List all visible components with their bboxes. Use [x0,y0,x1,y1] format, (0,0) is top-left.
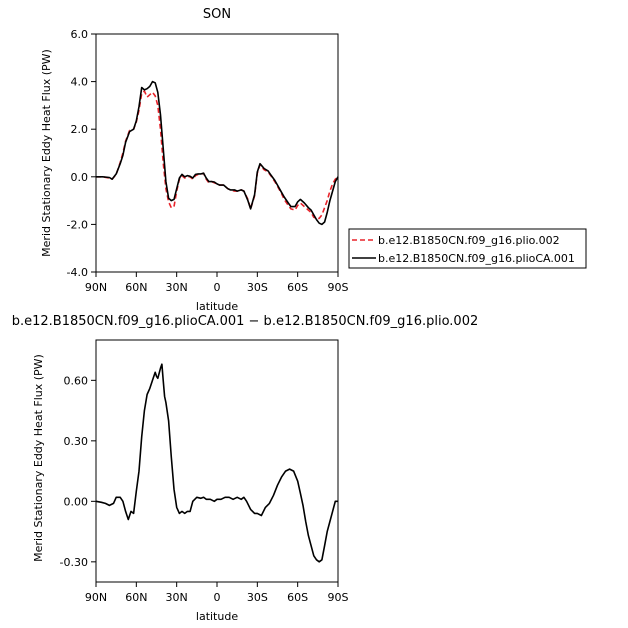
y-tick-label: 4.0 [71,76,89,89]
y-tick-label: -0.30 [60,556,88,569]
y-tick-label: 0.60 [64,374,89,387]
series-line-1 [96,90,339,220]
y-tick-label: 6.0 [71,28,89,41]
legend-label-plio: b.e12.B1850CN.f09_g16.plio.002 [378,234,560,247]
x-tick-label: 90N [85,281,107,294]
series-line-2 [96,80,339,226]
x-tick-label: 0 [214,591,221,604]
y-tick-label: -4.0 [67,266,88,279]
x-tick-label: 0 [214,281,221,294]
y-tick-label: 0.00 [64,495,89,508]
bottom-chart-title: b.e12.B1850CN.f09_g16.plioCA.001 − b.e12… [12,314,479,329]
x-tick-label: 90S [328,591,349,604]
y-tick-label: 2.0 [71,123,89,136]
x-tick-label: 60N [125,591,147,604]
y-tick-label: 0.30 [64,435,89,448]
top-chart: SON Merid Stationary Eddy Heat Flux (PW)… [40,7,349,313]
series-line-1 [95,363,338,563]
top-chart-xlabel: latitude [196,300,238,313]
bottom-chart: b.e12.B1850CN.f09_g16.plioCA.001 − b.e12… [12,314,479,623]
top-chart-ylabel: Merid Stationary Eddy Heat Flux (PW) [40,49,53,257]
top-plot-frame [95,33,339,273]
legend-box [348,228,587,269]
x-tick-label: 60N [125,281,147,294]
x-tick-label: 60S [287,591,308,604]
bottom-plot-frame [95,339,339,583]
x-tick-label: 90N [85,591,107,604]
bottom-chart-ylabel: Merid Stationary Eddy Heat Flux (PW) [32,354,45,562]
legend: b.e12.B1850CN.f09_g16.plio.002 b.e12.B18… [348,228,587,269]
legend-label-plioca: b.e12.B1850CN.f09_g16.plioCA.001 [378,252,575,265]
y-tick-label: 0.0 [71,171,89,184]
y-tick-label: -2.0 [67,218,88,231]
bottom-chart-xlabel: latitude [196,610,238,623]
top-chart-title: SON [203,7,231,22]
x-tick-label: 30N [166,591,188,604]
x-tick-label: 30S [247,281,268,294]
x-tick-label: 90S [328,281,349,294]
x-tick-label: 30N [166,281,188,294]
x-tick-label: 30S [247,591,268,604]
x-tick-label: 60S [287,281,308,294]
